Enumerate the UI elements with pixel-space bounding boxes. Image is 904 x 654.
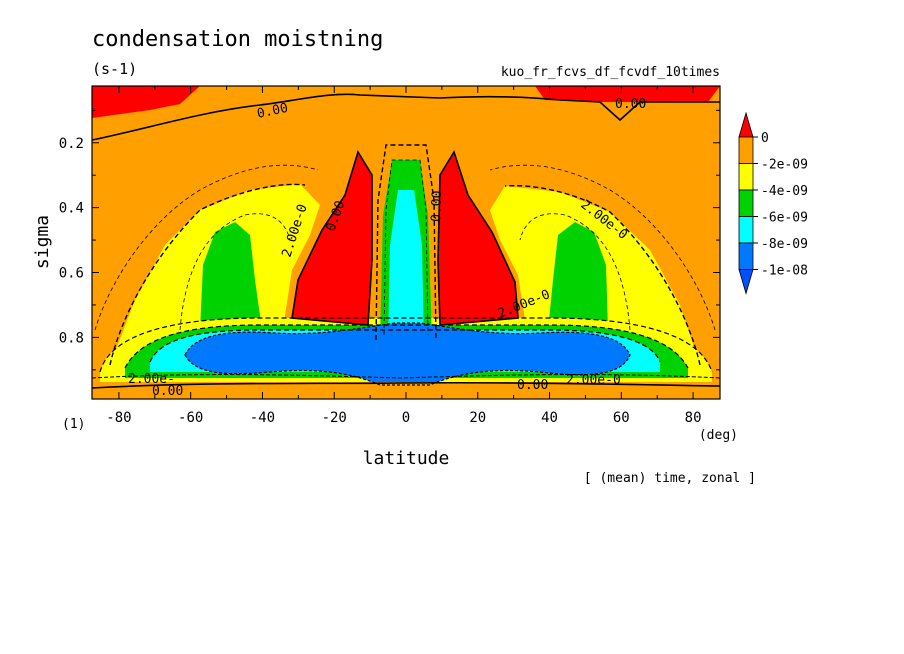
contour-lines	[92, 93, 720, 389]
region-surface-strip	[92, 382, 720, 399]
colorbar-label: -4e-09	[761, 184, 808, 199]
colorbar-bottom-arrow	[738, 269, 754, 295]
colorbar-box	[738, 136, 754, 164]
colorbar-box	[738, 216, 754, 244]
contour-zero-top	[92, 93, 720, 141]
x-tick-label: -60	[178, 410, 203, 426]
x-tick-label: 60	[613, 410, 630, 426]
contour-surface-zero	[92, 381, 720, 389]
colorbar-label: -1e-08	[761, 264, 808, 279]
colorbar-box	[738, 163, 754, 191]
x-axis-unit: (deg)	[699, 428, 738, 443]
contour-label: 2.00e-0	[566, 373, 621, 388]
x-tick-label: 40	[541, 410, 558, 426]
contour-label: 0.00	[615, 97, 646, 112]
y-tick-label: 0.6	[59, 266, 84, 282]
colorbar-label: -2e-09	[761, 158, 808, 173]
x-tick-label: -40	[250, 410, 275, 426]
region-equatorial-cyan	[388, 190, 424, 345]
contour-label: 0.00	[429, 190, 445, 222]
contour-left-inner	[179, 213, 291, 331]
colorbar: 0 -2e-09 -4e-09 -6e-09 -8e-09 -1e-08	[738, 111, 808, 295]
contour-right-outer	[489, 164, 716, 331]
region-right-green	[548, 222, 608, 330]
contour-right-inner	[519, 213, 631, 331]
x-axis-ticks: -80 -60 -40 -20 0 20 40 60 80	[106, 86, 702, 426]
contour-lowlevel-1	[99, 317, 713, 373]
region-lowlevel-blue	[185, 323, 630, 385]
region-top-left-positive	[92, 86, 200, 118]
contour-label: 0.00	[152, 384, 183, 399]
region-top-right-positive	[535, 86, 720, 102]
y-axis-label: sigma	[32, 215, 53, 269]
contour-label: 0.00	[256, 101, 290, 122]
contour-label: 2.00e-	[128, 372, 175, 387]
x-tick-label: -80	[106, 410, 131, 426]
colorbar-top-arrow	[738, 111, 754, 138]
colorbar-label: -6e-09	[761, 211, 808, 226]
x-tick-label: 0	[402, 410, 410, 426]
y-tick-label: 0.4	[59, 201, 84, 217]
region-left-green	[200, 222, 262, 330]
region-right-red-column	[438, 152, 518, 325]
contour-equator-inner	[383, 159, 429, 336]
experiment-name: kuo_fr_fcvs_df_fcvdf_10times	[501, 65, 720, 80]
region-left-red-column	[292, 152, 372, 325]
x-tick-label: 80	[685, 410, 702, 426]
y-axis-ticks: 0.2 0.4 0.6 0.8	[59, 109, 720, 371]
contour-left-mid	[109, 183, 306, 366]
y-axis-unit: (1)	[62, 417, 85, 432]
contour-left-outer	[94, 164, 319, 331]
contour-surface-neg	[92, 374, 720, 379]
x-tick-label: 20	[469, 410, 486, 426]
footnote: [ (mean) time, zonal ]	[584, 471, 756, 486]
colorbar-box	[738, 189, 754, 217]
colorbar-box	[738, 242, 754, 270]
chart-title: condensation moistning	[92, 27, 383, 52]
contour-lowlevel-3	[149, 329, 661, 363]
y-tick-label: 0.8	[59, 330, 84, 346]
contour-right-mid	[504, 184, 701, 366]
colorbar-label: 0	[761, 131, 769, 146]
contour-label: 0.00	[517, 378, 548, 393]
y-tick-label: 0.2	[59, 136, 84, 152]
x-tick-label: -20	[322, 410, 347, 426]
contour-lowlevel-4	[184, 322, 631, 386]
x-axis-label: latitude	[363, 448, 450, 469]
plot-area: 0.00 0.00 2.00e-0 0.00 0.00 2.00e-0 2.00…	[92, 86, 720, 399]
contour-left-red-edge	[291, 150, 373, 326]
colorbar-label: -8e-09	[761, 237, 808, 252]
contour-lowlevel-2	[124, 324, 689, 369]
contour-equator-outer	[375, 144, 437, 341]
chart-units: (s-1)	[92, 60, 137, 78]
contour-right-red-edge	[437, 150, 519, 326]
